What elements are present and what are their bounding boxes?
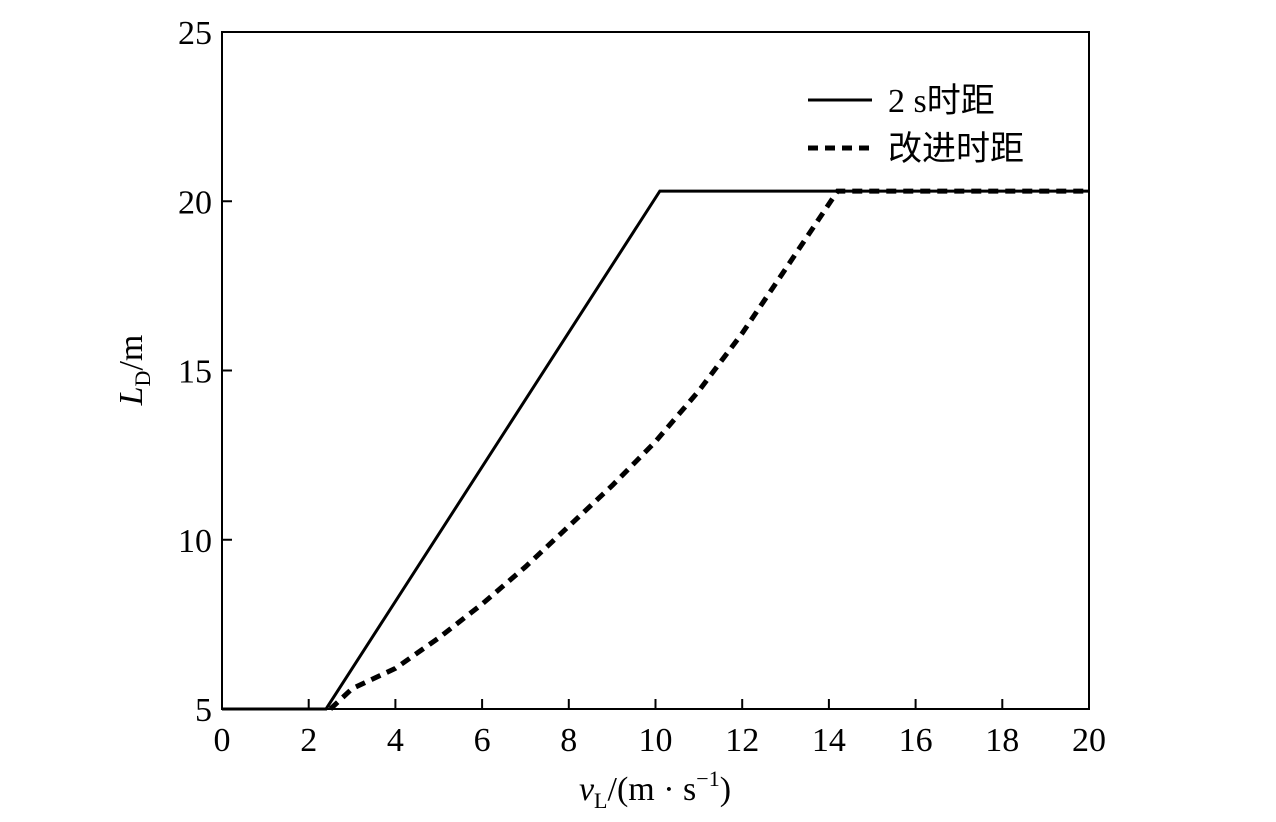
x-tick-label: 4 xyxy=(387,722,404,759)
x-label-part: L xyxy=(594,788,607,813)
x-tick-label: 10 xyxy=(639,722,673,759)
x-tick-label: 0 xyxy=(214,722,231,759)
x-tick-label: 2 xyxy=(300,722,317,759)
x-tick-label: 14 xyxy=(812,722,846,759)
y-tick-label: 15 xyxy=(178,354,212,391)
x-tick-label: 18 xyxy=(985,722,1019,759)
x-tick-label: 6 xyxy=(474,722,491,759)
y-label-part: D xyxy=(130,371,155,387)
x-tick-label: 16 xyxy=(899,722,933,759)
y-tick-label: 25 xyxy=(178,15,212,52)
x-label-part: /(m · s xyxy=(608,771,697,808)
y-label-part: L xyxy=(113,386,150,406)
legend-label: 2 s时距 xyxy=(888,83,995,120)
y-axis-label: LD/m xyxy=(113,335,155,407)
x-tick-label: 12 xyxy=(725,722,759,759)
legend-label: 改进时距 xyxy=(888,130,1024,168)
x-label-part: v xyxy=(579,771,595,808)
x-label-part: −1 xyxy=(696,766,719,791)
y-tick-label: 5 xyxy=(195,692,212,729)
x-tick-label: 20 xyxy=(1072,722,1106,759)
x-axis-label: vL/(m · s−1) xyxy=(579,766,731,813)
y-tick-label: 10 xyxy=(178,523,212,560)
x-label-part: ) xyxy=(720,771,731,808)
series-line xyxy=(222,189,1089,711)
series-line xyxy=(328,188,1089,711)
y-tick-label: 20 xyxy=(178,184,212,221)
x-tick-label: 8 xyxy=(560,722,577,759)
y-label-part: /m xyxy=(113,335,150,371)
